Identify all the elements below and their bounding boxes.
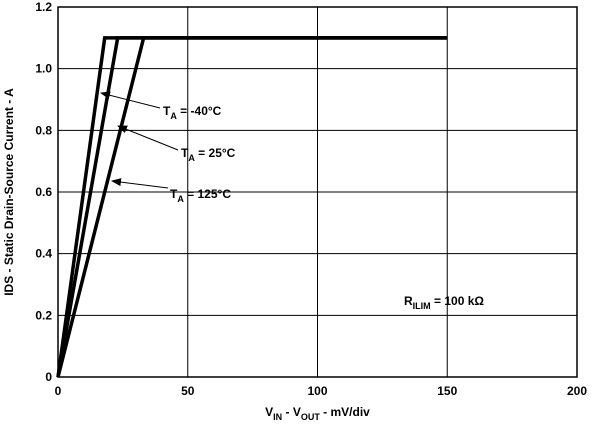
x-axis-label: VIN - VOUT - mV/div [265, 405, 370, 422]
x-axis-label-part: IN [273, 412, 282, 422]
series-label: TA = -40°C [163, 104, 222, 121]
plot-frame [57, 6, 578, 378]
series-line [56, 36, 448, 378]
series-label-part: = 125°C [184, 187, 231, 201]
annotation-arrow [100, 91, 161, 109]
annotation-part: ILIM [413, 301, 431, 311]
annotation-arrow [117, 125, 179, 151]
x-tick-label: 0 [55, 384, 62, 398]
x-axis-label-part: OUT [301, 412, 321, 422]
x-tick-label: 100 [307, 384, 327, 398]
series-line [56, 36, 448, 378]
series-label: TA = 125°C [170, 187, 231, 204]
series-label-part: A [188, 153, 195, 163]
x-axis-label-part: - V [282, 405, 301, 419]
series-label-part: T [163, 104, 171, 118]
series-line [56, 36, 448, 378]
y-tick-label: 0.8 [35, 123, 52, 137]
series-label-part: = 25°C [195, 146, 236, 160]
annotation: RILIM = 100 kΩ [404, 294, 484, 311]
series-label-part: T [181, 146, 189, 160]
annotation-part: R [404, 294, 413, 308]
y-tick-label: 0.2 [35, 308, 52, 322]
series-label-part: = -40°C [177, 104, 222, 118]
x-axis-label-part: - mV/div [320, 405, 370, 419]
series-label-part: A [170, 111, 177, 121]
y-axis-label: IDS - Static Drain-Source Current - A [2, 88, 16, 296]
y-tick-label: 1.0 [35, 62, 52, 76]
y-tick-label: 1.2 [35, 0, 52, 14]
x-tick-label: 150 [437, 384, 457, 398]
annotation-part: = 100 kΩ [431, 294, 485, 308]
annotation-arrow [111, 178, 169, 189]
series-label-part: T [170, 187, 178, 201]
y-tick-label: 0.4 [35, 247, 52, 261]
series-label-part: A [177, 194, 184, 204]
x-axis-label-part: V [265, 405, 273, 419]
y-tick-label: 0 [45, 370, 52, 384]
x-tick-label: 50 [181, 384, 195, 398]
x-tick-label: 200 [567, 384, 587, 398]
series-label: TA = 25°C [181, 146, 236, 163]
y-tick-label: 0.6 [35, 185, 52, 199]
